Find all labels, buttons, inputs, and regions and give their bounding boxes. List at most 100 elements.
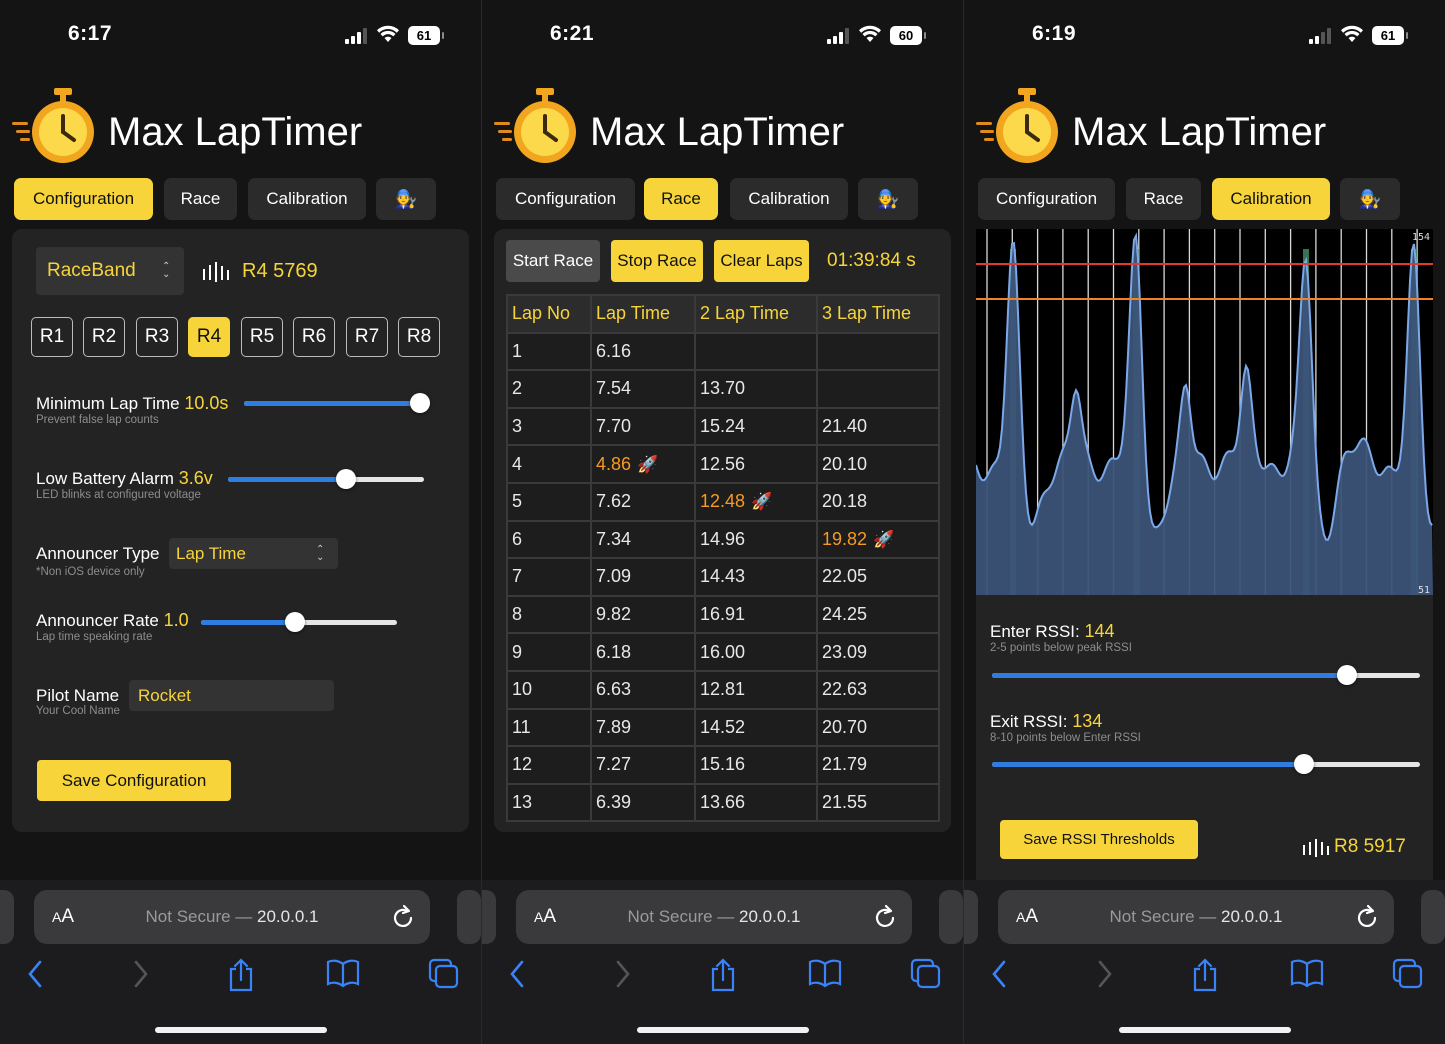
channel-button-r1[interactable]: R1 — [31, 317, 73, 357]
back-icon[interactable] — [990, 958, 1010, 990]
address-bar[interactable]: AA Not Secure — 20.0.0.1 — [998, 890, 1394, 944]
slider-knob[interactable] — [410, 393, 430, 413]
share-icon[interactable] — [709, 958, 737, 992]
channel-readout: R4 5769 — [242, 260, 318, 282]
tab-calibration[interactable]: Calibration — [248, 178, 366, 220]
start-race-button[interactable]: Start Race — [506, 240, 600, 282]
browser-toolbar: AA Not Secure — 20.0.0.1 — [0, 880, 481, 1044]
clear-laps-button[interactable]: Clear Laps — [714, 240, 809, 282]
share-icon[interactable] — [227, 958, 255, 992]
share-icon[interactable] — [1191, 958, 1219, 992]
exit-rssi-hint: 8-10 points below Enter RSSI — [990, 732, 1141, 744]
tab-race[interactable]: Race — [1126, 178, 1201, 220]
table-cell: 7.34 — [590, 519, 696, 560]
low-battery-slider[interactable] — [228, 468, 424, 490]
tabs-icon[interactable] — [1392, 958, 1424, 990]
slider-knob[interactable] — [1294, 754, 1315, 774]
table-row: 11 7.89 14.52 20.70 — [506, 707, 940, 748]
browser-toolbar: AA Not Secure — 20.0.0.1 — [482, 880, 963, 1044]
table-cell: 20.10 — [816, 444, 940, 484]
table-cell: 7.27 — [590, 745, 696, 785]
cell-value: 12.48 — [700, 491, 746, 512]
next-tab-stub[interactable] — [1421, 890, 1445, 944]
signal-bars-icon — [203, 262, 229, 282]
table-cell: 21.55 — [816, 782, 940, 823]
channel-button-r5[interactable]: R5 — [241, 317, 283, 357]
reload-icon[interactable] — [1356, 904, 1380, 930]
reload-icon[interactable] — [874, 904, 898, 930]
table-cell: 2 — [506, 369, 592, 409]
next-tab-stub[interactable] — [939, 890, 963, 944]
tabs-icon[interactable] — [428, 958, 460, 990]
save-rssi-thresholds-button[interactable]: Save RSSI Thresholds — [1000, 820, 1198, 859]
bookmarks-icon[interactable] — [1290, 958, 1324, 988]
channel-button-r7[interactable]: R7 — [346, 317, 388, 357]
tab-configuration[interactable]: Configuration — [496, 178, 635, 220]
forward-icon[interactable] — [1094, 958, 1114, 990]
enter-rssi-hint: 2-5 points below peak RSSI — [990, 642, 1132, 654]
table-row: 10 6.63 12.81 22.63 — [506, 669, 940, 710]
save-configuration-button[interactable]: Save Configuration — [37, 760, 231, 801]
slider-knob[interactable] — [335, 469, 356, 489]
announcer-type-select[interactable]: Lap Time ⌃ ⌄ — [169, 538, 338, 569]
tab-mechanic-icon[interactable]: 🧑‍🔧 — [376, 178, 436, 220]
cell-value: 2 — [512, 378, 523, 399]
address-bar[interactable]: AA Not Secure — 20.0.0.1 — [516, 890, 912, 944]
table-cell: 24.25 — [816, 594, 940, 635]
channel-button-r2[interactable]: R2 — [83, 317, 125, 357]
previous-tab-stub[interactable] — [964, 890, 978, 944]
bookmarks-icon[interactable] — [808, 958, 842, 988]
slider-knob[interactable] — [1337, 665, 1358, 685]
url-host: 20.0.0.1 — [739, 907, 801, 926]
cell-value: 20.18 — [822, 491, 868, 512]
tab-mechanic-icon[interactable]: 🧑‍🔧 — [1340, 178, 1400, 220]
tab-calibration[interactable]: Calibration — [730, 178, 848, 220]
reader-text-size-button[interactable]: AA — [52, 906, 75, 927]
forward-icon[interactable] — [130, 958, 150, 990]
tab-mechanic-icon[interactable]: 🧑‍🔧 — [858, 178, 918, 220]
column-header-lap-no: Lap No — [506, 294, 592, 334]
tab-configuration[interactable]: Configuration — [978, 178, 1115, 220]
channel-button-r3[interactable]: R3 — [136, 317, 178, 357]
reload-icon[interactable] — [392, 904, 416, 930]
back-icon[interactable] — [26, 958, 46, 990]
channel-button-r4[interactable]: R4 — [188, 317, 230, 357]
browser-nav-icons — [964, 958, 1445, 998]
address-bar[interactable]: AA Not Secure — 20.0.0.1 — [34, 890, 430, 944]
channel-button-r8[interactable]: R8 — [398, 317, 440, 357]
tab-race[interactable]: Race — [164, 178, 237, 220]
enter-rssi-label-text: Enter RSSI: — [990, 622, 1080, 641]
channel-button-r6[interactable]: R6 — [293, 317, 335, 357]
cell-value: 6.39 — [596, 792, 632, 813]
enter-rssi-slider[interactable] — [992, 664, 1420, 686]
slider-knob[interactable] — [285, 612, 306, 632]
table-cell: 12 — [506, 745, 592, 785]
announcer-rate-slider[interactable] — [201, 611, 397, 633]
cell-value: 21.79 — [822, 754, 868, 775]
cellular-signal-icon — [1309, 28, 1333, 44]
stop-race-button[interactable]: Stop Race — [611, 240, 703, 282]
table-header-row: Lap No Lap Time 2 Lap Time 3 Lap Time — [506, 294, 940, 334]
table-cell: 15.24 — [694, 406, 818, 447]
bookmarks-icon[interactable] — [326, 958, 360, 988]
min-lap-slider[interactable] — [244, 392, 430, 414]
next-tab-stub[interactable] — [457, 890, 481, 944]
tab-calibration[interactable]: Calibration — [1212, 178, 1330, 220]
reader-text-size-button[interactable]: AA — [1016, 906, 1039, 927]
url-host: 20.0.0.1 — [1221, 907, 1283, 926]
pilot-name-input[interactable]: Rocket — [129, 680, 334, 711]
tab-race[interactable]: Race — [644, 178, 718, 220]
tabs-icon[interactable] — [910, 958, 942, 990]
forward-icon[interactable] — [612, 958, 632, 990]
reader-text-size-button[interactable]: AA — [534, 906, 557, 927]
tab-configuration[interactable]: Configuration — [14, 178, 153, 220]
band-select[interactable]: RaceBand ⌃ ⌄ — [36, 247, 184, 295]
exit-rssi-slider[interactable] — [992, 753, 1420, 775]
browser-nav-icons — [0, 958, 481, 998]
cell-value: 7 — [512, 566, 523, 587]
back-icon[interactable] — [508, 958, 528, 990]
previous-tab-stub[interactable] — [482, 890, 496, 944]
previous-tab-stub[interactable] — [0, 890, 14, 944]
browser-nav-icons — [482, 958, 963, 998]
cell-value: 13 — [512, 792, 533, 813]
